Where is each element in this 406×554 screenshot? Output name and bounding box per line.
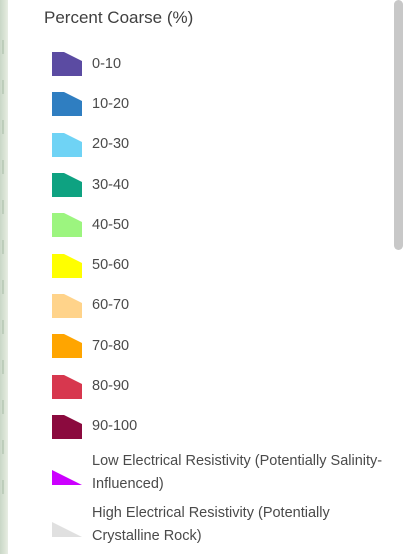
legend-label: High Electrical Resistivity (Potentially… bbox=[92, 504, 330, 544]
swatch-shape bbox=[52, 52, 82, 77]
legend-label: 60-70 bbox=[92, 297, 130, 314]
swatch-shape bbox=[52, 414, 82, 439]
swatch-polygon bbox=[52, 374, 82, 399]
swatch-10-20 bbox=[52, 92, 82, 117]
swatch-30-40 bbox=[52, 173, 82, 198]
legend-item-40-50: 40-50 bbox=[52, 205, 392, 245]
swatch-polygon bbox=[52, 521, 82, 537]
swatch-shape bbox=[52, 213, 82, 238]
legend-label: 20-30 bbox=[92, 136, 130, 153]
swatch-shape bbox=[52, 293, 82, 318]
legend-label: Low Electrical Resistivity (Potentially … bbox=[92, 452, 383, 492]
legend-label: 30-40 bbox=[92, 176, 130, 193]
swatch-shape bbox=[52, 521, 82, 537]
swatch-high-resistivity bbox=[52, 513, 82, 537]
swatch-70-80 bbox=[52, 334, 82, 359]
legend-title: Percent Coarse (%) bbox=[44, 8, 194, 27]
legend-label: 80-90 bbox=[92, 378, 130, 395]
swatch-50-60 bbox=[52, 253, 82, 278]
swatch-shape bbox=[52, 374, 82, 399]
swatch-shape bbox=[52, 253, 82, 278]
swatch-polygon bbox=[52, 213, 82, 238]
swatch-polygon bbox=[52, 293, 82, 318]
legend-label: 90-100 bbox=[92, 418, 138, 435]
swatch-60-70 bbox=[52, 293, 82, 318]
legend-label: 10-20 bbox=[92, 95, 130, 112]
swatch-low-resistivity bbox=[52, 461, 82, 485]
legend-item-0-10: 0-10 bbox=[52, 44, 392, 84]
swatch-shape bbox=[52, 469, 82, 485]
legend-label: 40-50 bbox=[92, 216, 130, 233]
legend-list: 0-10 10-20 20-30 30-40 40-50 50-60 60-70 bbox=[52, 44, 392, 551]
map-background-edge bbox=[0, 0, 8, 554]
scrollbar-thumb[interactable] bbox=[394, 0, 403, 250]
swatch-80-90 bbox=[52, 374, 82, 399]
legend-label: 70-80 bbox=[92, 337, 130, 354]
swatch-polygon bbox=[52, 334, 82, 359]
swatch-40-50 bbox=[52, 213, 82, 238]
swatch-shape bbox=[52, 132, 82, 157]
swatch-90-100 bbox=[52, 414, 82, 439]
legend-item-20-30: 20-30 bbox=[52, 125, 392, 165]
legend-item-30-40: 30-40 bbox=[52, 165, 392, 205]
swatch-shape bbox=[52, 334, 82, 359]
legend-panel: Percent Coarse (%) 0-10 10-20 20-30 30-4… bbox=[8, 0, 406, 554]
legend-label: 50-60 bbox=[92, 257, 130, 274]
swatch-shape bbox=[52, 173, 82, 198]
swatch-20-30 bbox=[52, 132, 82, 157]
legend-item-60-70: 60-70 bbox=[52, 286, 392, 326]
legend-item-90-100: 90-100 bbox=[52, 407, 392, 447]
swatch-polygon bbox=[52, 92, 82, 117]
swatch-polygon bbox=[52, 414, 82, 439]
swatch-0-10 bbox=[52, 52, 82, 77]
swatch-polygon bbox=[52, 132, 82, 157]
swatch-polygon bbox=[52, 173, 82, 198]
swatch-polygon bbox=[52, 253, 82, 278]
swatch-polygon bbox=[52, 469, 82, 485]
legend-item-10-20: 10-20 bbox=[52, 84, 392, 124]
legend-item-high-resistivity: High Electrical Resistivity (Potentially… bbox=[52, 499, 392, 551]
swatch-shape bbox=[52, 92, 82, 117]
legend-label: 0-10 bbox=[92, 55, 122, 72]
legend-item-80-90: 80-90 bbox=[52, 366, 392, 406]
swatch-polygon bbox=[52, 52, 82, 77]
legend-item-70-80: 70-80 bbox=[52, 326, 392, 366]
legend-item-low-resistivity: Low Electrical Resistivity (Potentially … bbox=[52, 447, 392, 499]
legend-item-50-60: 50-60 bbox=[52, 245, 392, 285]
